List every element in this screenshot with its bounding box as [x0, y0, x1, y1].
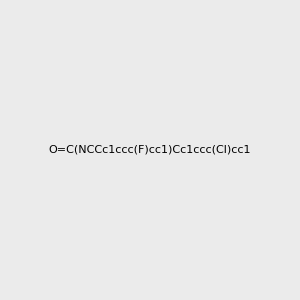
Text: O=C(NCCc1ccc(F)cc1)Cc1ccc(Cl)cc1: O=C(NCCc1ccc(F)cc1)Cc1ccc(Cl)cc1: [49, 145, 251, 155]
